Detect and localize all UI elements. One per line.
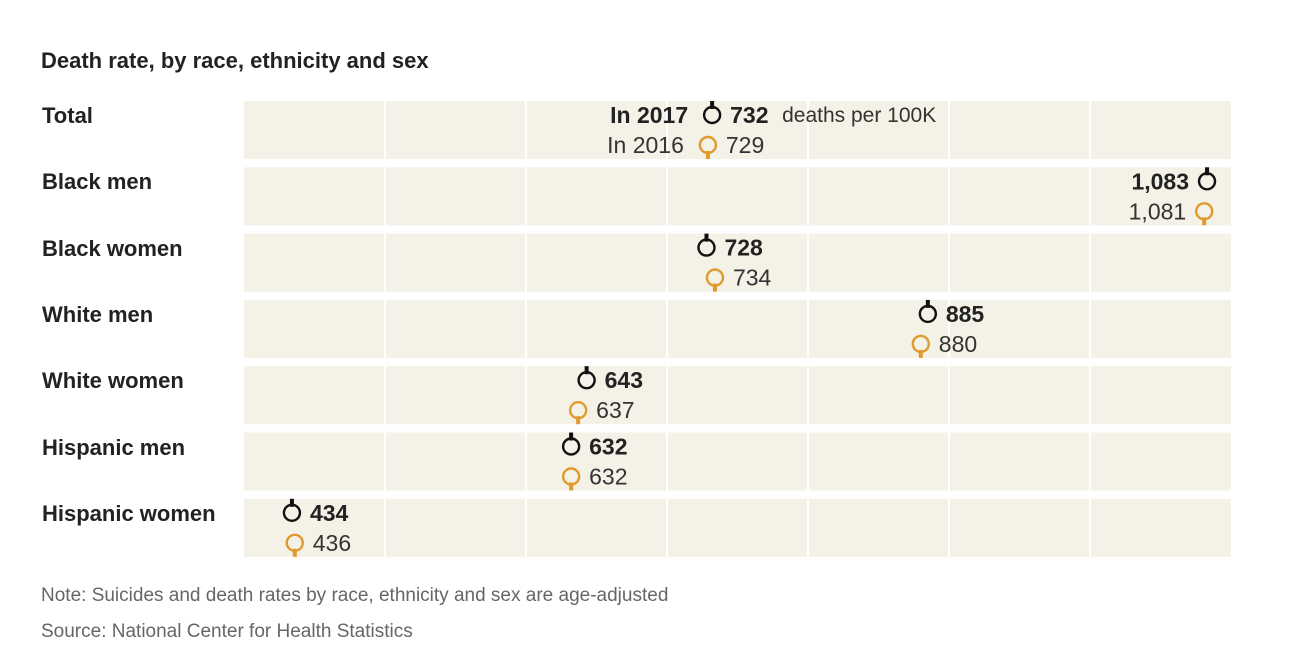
- note-text: Note: Suicides and death rates by race, …: [41, 585, 669, 606]
- row-band: [244, 432, 1231, 491]
- marker-2016: [705, 268, 725, 292]
- row-band: [244, 366, 1231, 425]
- marker-2016: [568, 401, 588, 425]
- value-label-2017: 1,083: [1131, 168, 1189, 194]
- marker-2016: [285, 533, 304, 557]
- row-band: [244, 167, 1231, 226]
- value-label-2016: 436: [313, 530, 351, 556]
- value-label-2017: 728: [724, 235, 763, 261]
- unit-label: deaths per 100K: [782, 104, 936, 127]
- marker-2016: [911, 334, 930, 358]
- marker-2017: [697, 233, 716, 257]
- row-label: Hispanic men: [42, 434, 186, 460]
- value-label-2017: 643: [605, 367, 643, 393]
- value-label-2016: 734: [733, 265, 772, 291]
- value-label-2017: 632: [589, 434, 627, 460]
- row-label: White men: [42, 301, 154, 327]
- legend-2016-label: In 2016: [607, 132, 684, 158]
- value-label-2016: 637: [596, 397, 634, 423]
- marker-2017: [702, 101, 722, 125]
- row-label: Total: [42, 103, 93, 128]
- value-label-2017: 732: [730, 102, 768, 128]
- row-label: White women: [42, 368, 184, 394]
- value-label-2017: 885: [946, 301, 985, 327]
- value-label-2016: 729: [726, 132, 764, 158]
- row-label: Black men: [42, 169, 153, 195]
- chart-title: Death rate, by race, ethnicity and sex: [41, 48, 429, 73]
- marker-2017: [1197, 167, 1217, 191]
- marker-2016: [1195, 202, 1214, 226]
- marker-2017: [918, 299, 938, 324]
- value-label-2016: 880: [939, 331, 977, 357]
- value-label-2016: 1,081: [1129, 198, 1187, 224]
- row-label: Hispanic women: [42, 500, 216, 526]
- value-label-2016: 632: [589, 464, 627, 490]
- marker-2016: [561, 467, 581, 491]
- row-label: Black women: [42, 235, 183, 261]
- row-band: [244, 101, 1231, 159]
- legend-2017-label: In 2017: [610, 102, 688, 128]
- marker-2017: [282, 498, 302, 522]
- marker-2016: [698, 135, 718, 159]
- marker-2017: [561, 432, 581, 456]
- row-band: [244, 233, 1231, 292]
- row-band: [244, 299, 1231, 358]
- row-band: [244, 498, 1231, 557]
- value-label-2017: 434: [310, 500, 349, 526]
- source-text: Source: National Center for Health Stati…: [41, 621, 413, 642]
- marker-2017: [577, 366, 596, 390]
